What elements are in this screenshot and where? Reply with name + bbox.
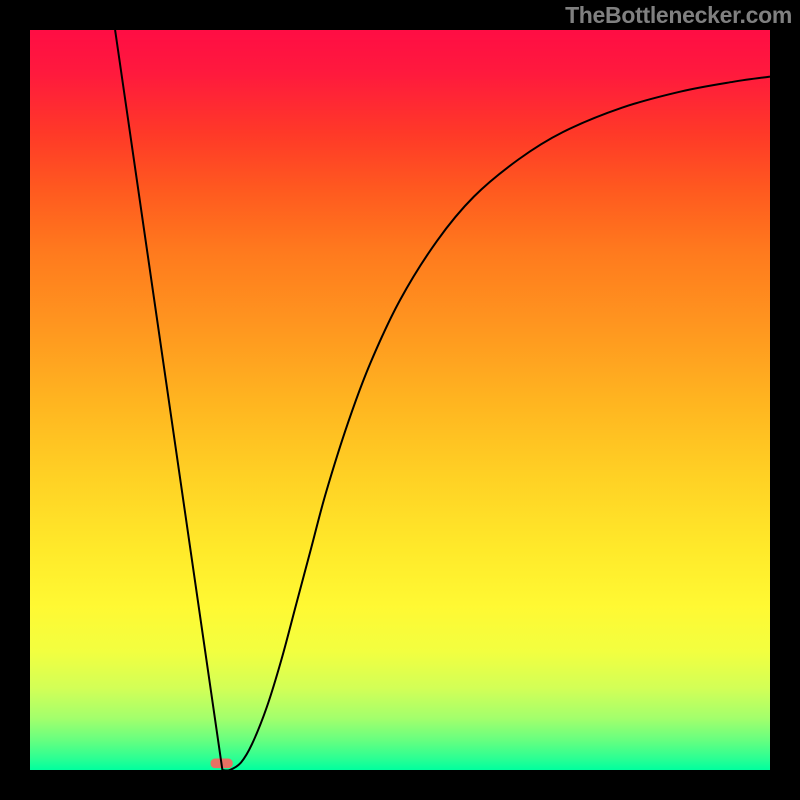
chart-frame: TheBottlenecker.com: [0, 0, 800, 800]
watermark-text: TheBottlenecker.com: [565, 2, 792, 29]
bottleneck-chart-svg: [0, 0, 800, 800]
gradient-background: [30, 30, 770, 770]
